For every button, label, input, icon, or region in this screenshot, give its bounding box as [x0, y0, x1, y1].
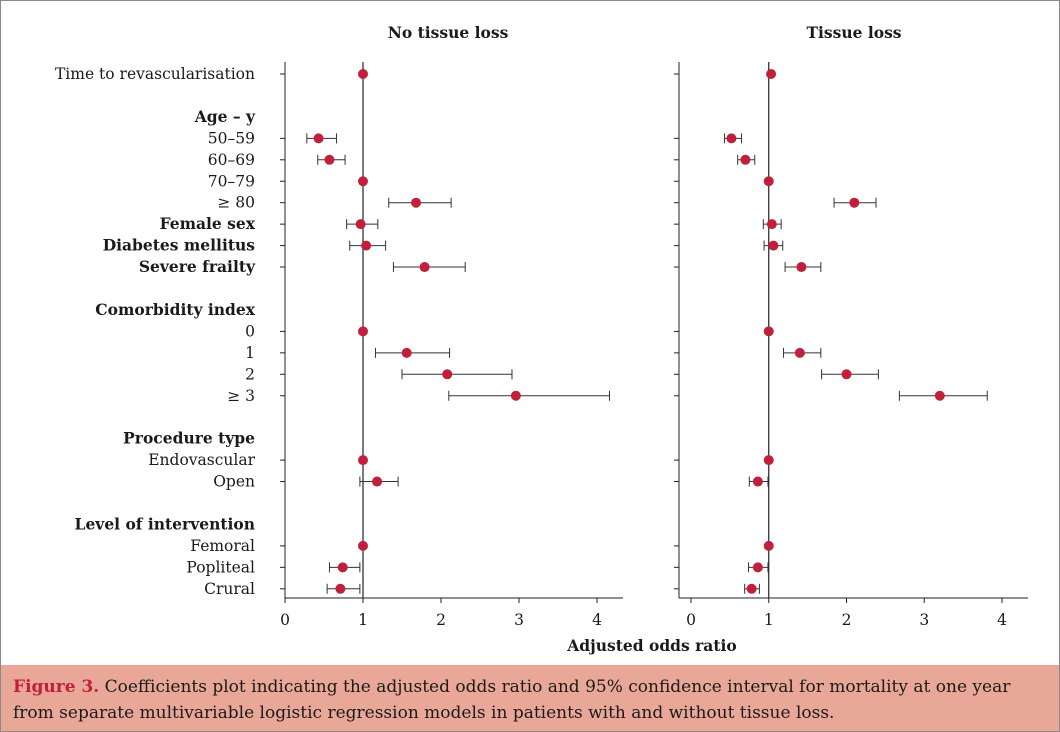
caption-label: Figure 3. — [13, 677, 100, 697]
x-tick-label: 2 — [436, 611, 446, 629]
row-label: Femoral — [190, 537, 255, 555]
estimate-point — [358, 69, 368, 79]
row-label: 2 — [245, 365, 255, 383]
row-label: Diabetes mellitus — [103, 236, 256, 255]
estimate-point — [337, 562, 348, 573]
estimate-point — [752, 476, 763, 487]
row-label: ≥ 3 — [227, 387, 255, 405]
estimate-point — [934, 390, 945, 401]
row-label: Age – y — [194, 107, 256, 126]
estimate-point — [766, 69, 777, 79]
estimate-point — [361, 240, 372, 251]
estimate-point — [419, 262, 430, 273]
caption-text: Coefficients plot indicating the adjuste… — [13, 677, 1011, 723]
estimate-point — [313, 133, 324, 144]
estimate-point — [766, 219, 777, 230]
row-label: 0 — [245, 322, 255, 340]
row-label: 1 — [245, 344, 255, 362]
row-label: Severe frailty — [139, 257, 256, 276]
estimate-point — [796, 262, 807, 273]
estimate-point — [442, 369, 453, 380]
estimate-point — [358, 176, 368, 187]
x-tick-label: 4 — [997, 611, 1007, 629]
row-label: Popliteal — [186, 558, 255, 576]
estimate-point — [841, 369, 852, 380]
x-tick-label: 1 — [358, 611, 368, 629]
estimate-point — [510, 390, 521, 401]
estimate-point — [372, 476, 383, 487]
row-label: Level of intervention — [75, 514, 255, 533]
estimate-point — [324, 154, 335, 165]
row-label: 60–69 — [208, 151, 255, 169]
x-axis-label: Adjusted odds ratio — [566, 636, 736, 655]
row-label: 70–79 — [208, 172, 255, 190]
row-label: Crural — [204, 580, 255, 598]
estimate-point — [358, 540, 368, 551]
estimate-point — [763, 176, 774, 187]
estimate-point — [794, 347, 805, 358]
row-label: Endovascular — [148, 451, 255, 469]
x-tick-label: 3 — [514, 611, 524, 629]
estimate-point — [358, 326, 368, 337]
panel-title: Tissue loss — [806, 23, 901, 42]
x-tick-label: 3 — [919, 611, 929, 629]
estimate-point — [358, 455, 368, 466]
estimate-point — [401, 347, 412, 358]
row-label: Comorbidity index — [95, 300, 255, 319]
estimate-point — [411, 197, 422, 208]
estimate-point — [752, 562, 763, 573]
estimate-point — [335, 583, 346, 594]
row-label: Procedure type — [123, 429, 255, 448]
estimate-point — [763, 540, 774, 551]
row-label: 50–59 — [208, 129, 255, 147]
forest-plot: Time to revascularisation Age – y 50–59 60–… — [55, 23, 1028, 655]
row-label: ≥ 80 — [217, 194, 255, 212]
row-label: Female sex — [160, 214, 256, 233]
x-tick-label: 4 — [592, 611, 602, 629]
x-tick-label: 0 — [280, 611, 290, 629]
estimate-point — [355, 219, 366, 230]
estimate-point — [849, 197, 860, 208]
row-label: Open — [213, 473, 255, 491]
estimate-point — [740, 154, 751, 165]
figure-caption: Figure 3. Coefficients plot indicating t… — [1, 665, 1059, 731]
estimate-point — [746, 583, 757, 594]
row-label: Time to revascularisation — [55, 65, 255, 83]
panel-title: No tissue loss — [388, 23, 509, 42]
estimate-point — [768, 240, 779, 251]
x-tick-label: 1 — [764, 611, 774, 629]
x-tick-label: 2 — [842, 611, 852, 629]
estimate-point — [763, 326, 774, 337]
x-tick-label: 0 — [686, 611, 696, 629]
estimate-point — [763, 455, 774, 466]
estimate-point — [726, 133, 737, 144]
